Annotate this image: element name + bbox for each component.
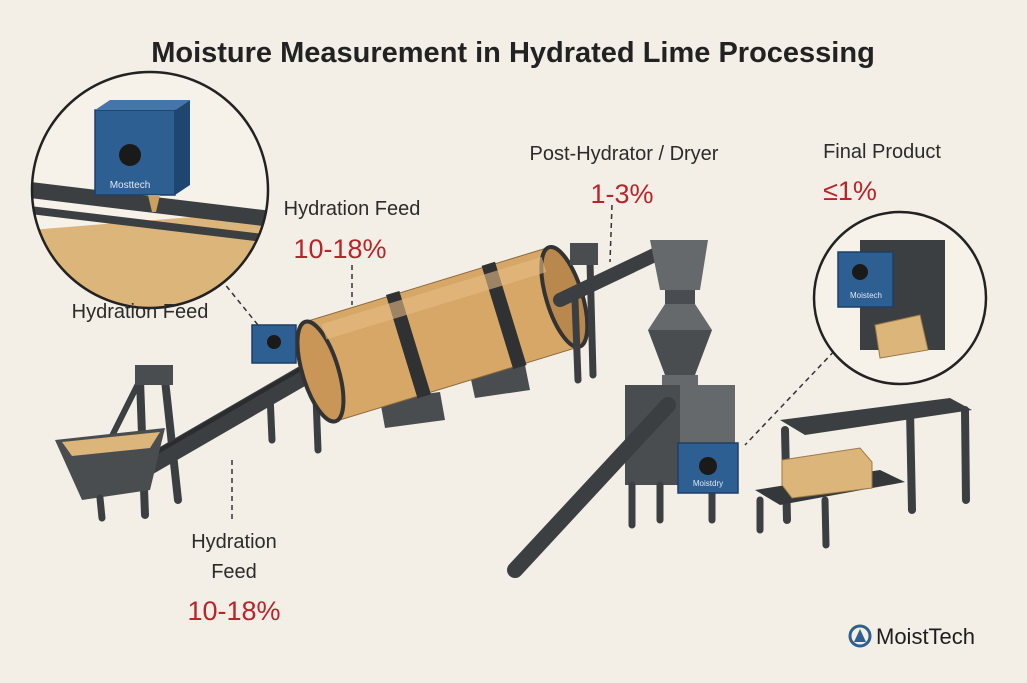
callouts: Hydration Feed Hydration Feed 10-18% Hyd… (72, 141, 942, 626)
inset-feed-sensor-part-part (175, 100, 190, 195)
transfer-conveyor-part (571, 296, 582, 384)
feed-conveyor-part (138, 350, 332, 464)
sensor: Moistdry (677, 442, 739, 494)
inset-final-sensor-part-part (874, 314, 929, 359)
inset-feed-sensor-part-part (119, 144, 141, 166)
dryer-tower-part (648, 330, 712, 375)
callout-label: Post-Hydrator / Dryer (530, 143, 719, 165)
hydrator-drum (295, 244, 590, 428)
callout-label: Hydration Feed (72, 301, 209, 323)
callout-value: ≤1% (823, 176, 877, 206)
output-table-part (821, 496, 830, 549)
hydrator-drum-part-part (385, 290, 431, 399)
inset-final-sensor-part-part (852, 264, 868, 280)
transfer-conveyor-part (586, 258, 597, 379)
sensor-label: Moistdry (693, 479, 723, 488)
sensor (251, 324, 297, 364)
inset-final-sensor-part: Moistech (837, 240, 945, 359)
inset-feed-sensor-part (30, 70, 270, 310)
callout-label: Final Product (823, 141, 941, 163)
feed-conveyor-part (161, 376, 182, 504)
feed-conveyor-part (130, 350, 340, 480)
inset-final-sensor-part-part (837, 251, 894, 308)
leader-lines-part (744, 344, 841, 446)
hydrator-drum-part-part (481, 261, 527, 370)
output-table (755, 398, 972, 549)
dryer-tower-part (650, 240, 708, 290)
output-table-part (781, 447, 873, 499)
hydrator-drum-part-part (321, 256, 547, 340)
feed-conveyor-part (266, 391, 276, 444)
transfer-conveyor (553, 243, 672, 384)
callout-value: 10-18% (187, 596, 280, 626)
dryer-tower-part (665, 290, 695, 304)
feed-conveyor-part (135, 365, 173, 385)
dryer-tower-part (507, 397, 676, 578)
brand-logo-part (854, 629, 866, 642)
brand-name: MoistTech (876, 624, 975, 649)
inset-feed-sensor-part-part (95, 100, 190, 110)
sensor-label: Mosttech (110, 180, 151, 191)
dryer-tower-part (648, 304, 712, 330)
sensor-part (699, 457, 717, 475)
output-table-part (961, 406, 970, 504)
inset-final-sensor-part (812, 210, 988, 386)
callout-label: Hydration (191, 531, 277, 553)
brand-logo: MoistTech (848, 624, 975, 649)
inset-feed-sensor-part-part (148, 195, 160, 212)
transfer-conveyor-part (570, 243, 598, 265)
feed-conveyor (55, 350, 340, 522)
callout-label: Feed (211, 561, 257, 583)
dryer-tower-part (662, 375, 698, 387)
callout-value: 10-18% (293, 234, 386, 264)
leader-lines-part (609, 204, 613, 263)
callout-label: Hydration Feed (284, 198, 421, 220)
sensor-label: Moistech (850, 291, 882, 300)
feed-conveyor-part (62, 432, 160, 456)
feed-conveyor-part (96, 494, 106, 522)
inset-final-sensor: Moistech (812, 210, 988, 386)
output-table-part (906, 406, 916, 514)
transfer-conveyor-part (553, 243, 672, 307)
callout-value: 1-3% (590, 179, 653, 209)
title: Moisture Measurement in Hydrated Lime Pr… (151, 37, 875, 69)
hydrator-drum-part-part (295, 319, 346, 424)
sensor-part (267, 335, 281, 349)
output-table-part (780, 398, 972, 435)
brand-logo-part (848, 624, 872, 648)
inset-feed-sensor-part-part (32, 206, 268, 244)
hydrator-drum-part (295, 244, 590, 424)
feed-conveyor-part (107, 377, 143, 443)
